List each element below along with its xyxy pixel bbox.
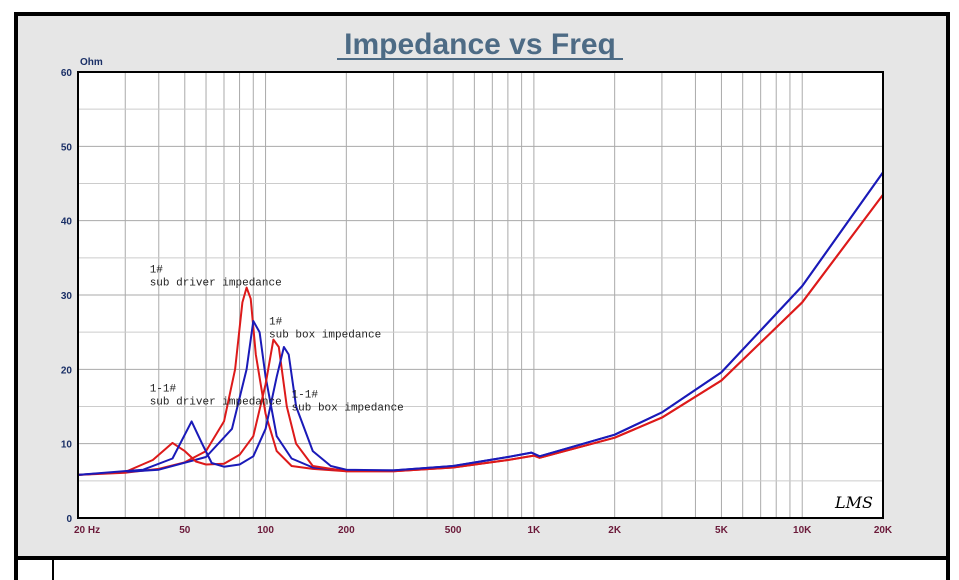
annotation-label: sub box impedance — [269, 330, 381, 342]
chart-title: Impedance vs Freq — [344, 28, 616, 61]
y-tick-label: 10 — [61, 440, 73, 451]
y-tick-label: 50 — [61, 142, 73, 153]
y-tick-label: 40 — [61, 217, 73, 228]
x-tick-label: 100 — [257, 525, 274, 536]
annotation-label: sub box impedance — [292, 403, 404, 415]
y-tick-label: 0 — [66, 514, 72, 525]
y-tick-label: 30 — [61, 291, 73, 302]
series-line-3 — [77, 194, 884, 476]
y-tick-label: 60 — [61, 68, 73, 79]
lms-watermark: LMS — [834, 493, 873, 512]
x-tick-label: 1K — [527, 525, 541, 536]
annotation-label: sub driver impedance — [150, 397, 282, 409]
x-tick-label: 500 — [445, 525, 462, 536]
y-tick-label: 20 — [61, 365, 73, 376]
annotation-title: 1# — [150, 265, 164, 277]
annotation-title: 1-1# — [150, 384, 177, 396]
x-tick-label: 2K — [608, 525, 622, 536]
x-tick-label: 20K — [874, 525, 893, 536]
y-axis-label: Ohm — [80, 57, 103, 68]
impedance-chart: Impedance vs Freq Ohm 0 10 20 30 40 50 60 20 Hz… — [61, 28, 893, 536]
x-tick-label: 200 — [338, 525, 355, 536]
annotation-title: 1# — [269, 317, 283, 329]
annotation-label: sub driver impedance — [150, 278, 282, 290]
series-line-4 — [77, 171, 884, 476]
x-tick-label: 10K — [793, 525, 812, 536]
plot-border — [77, 71, 884, 519]
annotation-title: 1-1# — [292, 390, 319, 402]
x-tick-label: 5K — [715, 525, 729, 536]
x-tick-label: 50 — [179, 525, 191, 536]
x-tick-label: 20 Hz — [74, 525, 100, 536]
